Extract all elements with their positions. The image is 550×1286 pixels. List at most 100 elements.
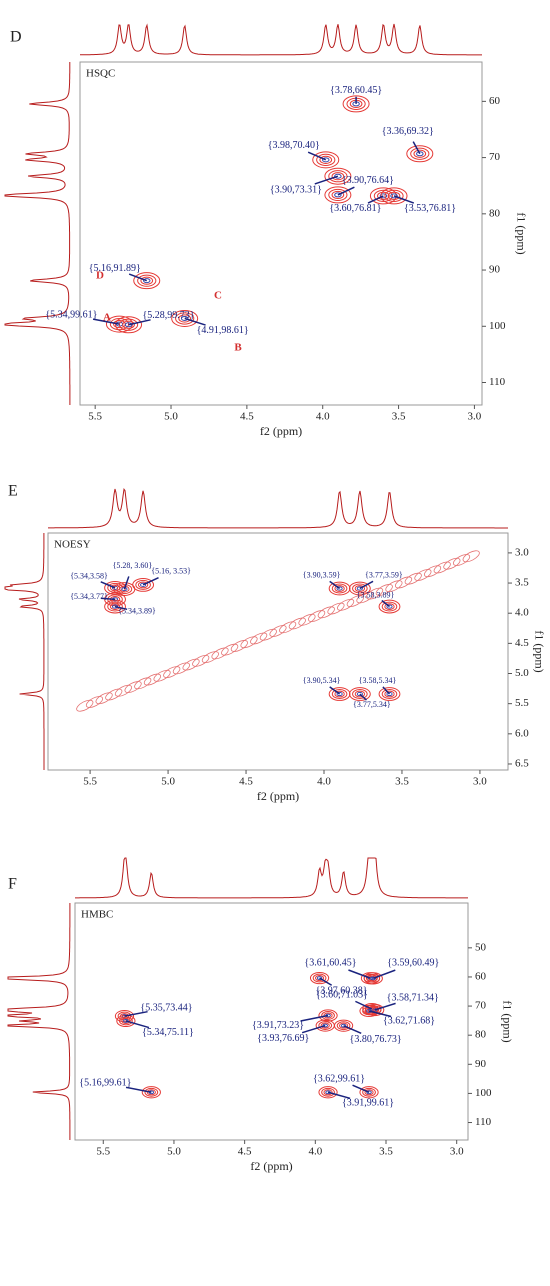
peak-label: {3.98,70.40} <box>268 140 320 151</box>
contour-ring <box>322 157 330 163</box>
label-arrow <box>114 605 128 611</box>
contour-ring <box>333 1019 354 1032</box>
contour-ring <box>323 1089 333 1096</box>
contour-ring <box>331 689 348 699</box>
y-tick-label: 60 <box>475 970 487 982</box>
top-projection <box>75 857 468 899</box>
peak-label: {3.59,60.49} <box>387 958 439 969</box>
peak-label: {4.91,98.61} <box>197 325 249 336</box>
diagonal-contour <box>356 591 374 604</box>
label-arrow <box>382 686 391 695</box>
label-arrow <box>184 317 206 326</box>
contour-ring <box>356 691 363 697</box>
contour-ring <box>381 601 398 612</box>
diagonal-contour <box>230 640 248 652</box>
contour-ring <box>339 1022 349 1029</box>
peak-label: {3.77,3.59} <box>365 570 403 579</box>
x-tick-label: 3.5 <box>395 776 409 788</box>
diagonal-contour <box>443 557 461 570</box>
diagonal-contour <box>395 576 413 589</box>
contour-ring <box>116 584 133 595</box>
contour-ring <box>386 604 393 609</box>
contour-ring <box>318 1086 338 1099</box>
contour-ring <box>334 192 342 198</box>
contour-ring <box>334 690 345 698</box>
label-arrow <box>359 580 374 590</box>
peak-label: {3.62,99.61} <box>313 1074 365 1085</box>
diagonal-contour <box>288 617 306 630</box>
diagonal-contour <box>327 602 345 615</box>
diagonal-contour <box>317 606 335 619</box>
y-tick-label: 60 <box>489 95 501 107</box>
peak <box>318 1009 338 1022</box>
peak-label: {5.34,3.77} <box>70 592 108 601</box>
contour-ring <box>384 189 404 202</box>
y-axis-label: f1 (ppm) <box>532 630 546 672</box>
contour-ring <box>378 599 401 614</box>
contour-ring <box>386 691 393 697</box>
peak-label: {5.34,3.89} <box>118 606 156 615</box>
contour-ring <box>318 1009 338 1022</box>
peak-label: {3.93,76.69} <box>257 1033 309 1044</box>
peak <box>132 577 155 592</box>
label-arrow <box>343 1024 362 1035</box>
residue-letter: B <box>234 342 242 354</box>
peak-label: {5.35,73.44} <box>140 1002 192 1013</box>
contour-ring <box>323 1012 333 1019</box>
contour-ring <box>178 314 192 323</box>
peak-label: {5.34,3.58} <box>70 572 108 581</box>
peak-label: {3.58,5.34} <box>359 676 397 685</box>
diagonal-contour <box>259 628 277 641</box>
label-arrow <box>368 1010 392 1018</box>
y-tick-label: 4.5 <box>515 637 529 649</box>
x-tick-label: 4.5 <box>240 411 254 423</box>
peak <box>348 581 371 596</box>
peak-label: {3.60,71.03} <box>316 989 368 1000</box>
peak-label: {3.58,3.89} <box>357 590 395 599</box>
peak-label: {3.80,76.73} <box>350 1034 402 1045</box>
label-arrow <box>374 1002 396 1011</box>
contour-ring <box>381 689 398 699</box>
contour-ring <box>366 973 381 983</box>
contour-ring <box>366 1090 372 1095</box>
label-arrow <box>355 1000 373 1010</box>
label-arrow <box>412 141 421 155</box>
contour-ring <box>328 687 351 701</box>
peak-label: {3.90,73.31} <box>270 184 322 195</box>
panel-letter: D <box>10 29 22 46</box>
contour-ring <box>312 151 340 169</box>
peak-label: {3.91,73.23} <box>252 1020 304 1031</box>
x-tick-label: 5.0 <box>164 411 178 423</box>
label-arrow <box>348 969 371 979</box>
contour-ring <box>384 603 395 610</box>
contour-ring <box>363 972 383 985</box>
contour-ring <box>334 173 342 179</box>
contour-ring <box>359 1086 379 1099</box>
peak-label: {5.28,99.73} <box>142 310 194 321</box>
peak <box>406 145 434 163</box>
contour-ring <box>115 316 143 334</box>
peak <box>318 1086 338 1099</box>
label-arrow <box>142 577 159 586</box>
peak <box>309 971 330 985</box>
diagonal-contour <box>105 688 123 701</box>
contour-ring <box>309 971 330 985</box>
diagonal-contour <box>375 583 393 596</box>
peak <box>104 599 126 614</box>
diagonal-contour <box>192 654 210 667</box>
label-arrow <box>100 597 116 601</box>
y-tick-label: 90 <box>489 264 501 276</box>
plot-title: NOESY <box>54 539 91 551</box>
peak-label: {3.62,71.68} <box>383 1015 435 1026</box>
x-tick-label: 5.5 <box>88 411 102 423</box>
y-tick-label: 70 <box>489 151 501 163</box>
contour-ring <box>104 592 126 607</box>
y-tick-label: 5.0 <box>515 667 529 679</box>
peak-label: {3.90,3.59} <box>303 570 341 579</box>
diagonal-contour <box>404 572 422 585</box>
peak <box>324 167 352 185</box>
contour-ring <box>416 151 424 157</box>
label-arrow <box>373 969 396 980</box>
contour-ring <box>356 586 363 591</box>
diagonal-contour <box>366 587 384 600</box>
